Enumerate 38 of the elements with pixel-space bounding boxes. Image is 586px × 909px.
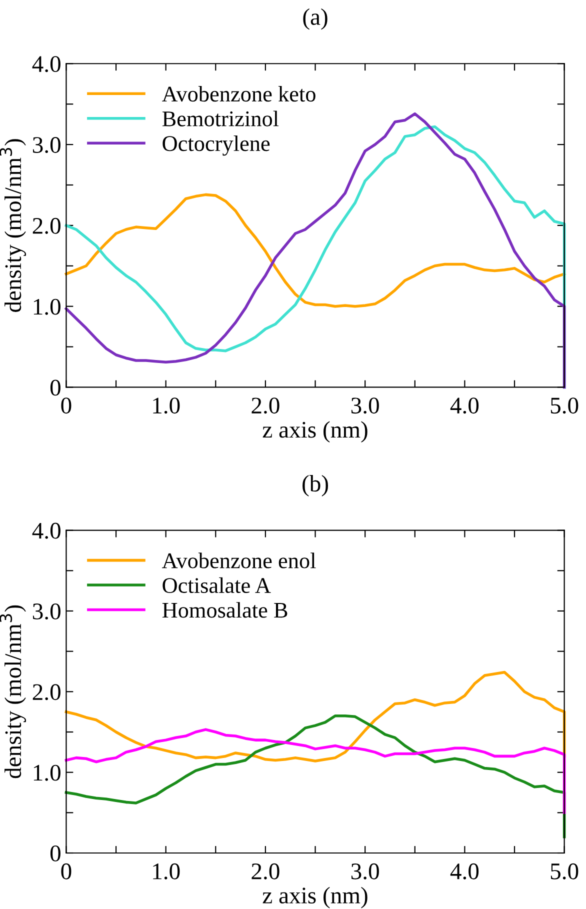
x-axis-title: z axis (nm) [262,421,368,443]
line-series [64,670,566,762]
legend-label: Bemotrizinol [162,110,279,126]
x-tick-label: 4.0 [450,863,479,880]
legend-label: Octocrylene [162,135,270,156]
chart-title: (b) [302,475,328,496]
x-tick-label: 5.0 [550,863,578,880]
y-tick-label: 1.0 [34,298,60,315]
x-tick-label: 2.0 [252,398,280,414]
line-series [64,728,566,814]
x-tick-label: 0 [61,863,72,880]
y-tick-label: 2.0 [32,684,60,700]
x-tick-label: 0 [61,398,72,414]
x-tick-label: 3.0 [351,863,379,880]
x-tick-label: 2.0 [252,863,280,880]
y-axis-title: density (mol/nm$^{3}$) [0,139,26,312]
x-tick-label: 1.0 [153,398,180,414]
legend-label: Avobenzone keto [162,86,316,102]
y-tick-label: 3.0 [32,137,60,154]
y-axis-title: density (mol/nm$^{3}$) [0,605,26,778]
legend-label: Avobenzone enol [162,552,316,568]
y-tick-label: 4.0 [32,522,60,539]
x-tick-label: 1.0 [153,863,180,880]
x-tick-label: 5.0 [550,398,578,414]
legend-label: Homosalate B [162,602,288,618]
x-tick-label: 4.0 [450,398,479,414]
y-tick-label: 3.0 [32,603,60,620]
line-series [64,193,566,308]
chart-title: (a) [303,8,328,30]
y-tick-label: 1.0 [34,764,60,781]
y-tick-label: 0 [50,380,60,396]
y-tick-label: 4.0 [32,56,60,72]
y-tick-label: 0 [50,845,60,862]
y-tick-label: 2.0 [32,218,60,234]
x-tick-label: 3.0 [351,398,379,414]
line-series [64,714,566,838]
legend-label: Octisalate A [162,577,271,594]
x-axis-title: z axis (nm) [262,886,368,908]
